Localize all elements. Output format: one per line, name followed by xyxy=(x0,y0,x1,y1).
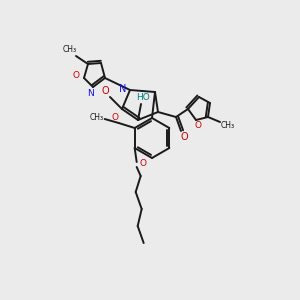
Text: N: N xyxy=(119,84,127,94)
Text: O: O xyxy=(194,121,202,130)
Text: HO: HO xyxy=(136,92,150,101)
Text: O: O xyxy=(101,86,109,96)
Text: CH₃: CH₃ xyxy=(63,46,77,55)
Text: O: O xyxy=(180,132,188,142)
Text: CH₃: CH₃ xyxy=(221,121,235,130)
Text: O: O xyxy=(139,160,146,169)
Text: O: O xyxy=(73,71,80,80)
Text: N: N xyxy=(87,88,93,98)
Text: O: O xyxy=(111,113,118,122)
Text: CH₃: CH₃ xyxy=(90,112,104,122)
